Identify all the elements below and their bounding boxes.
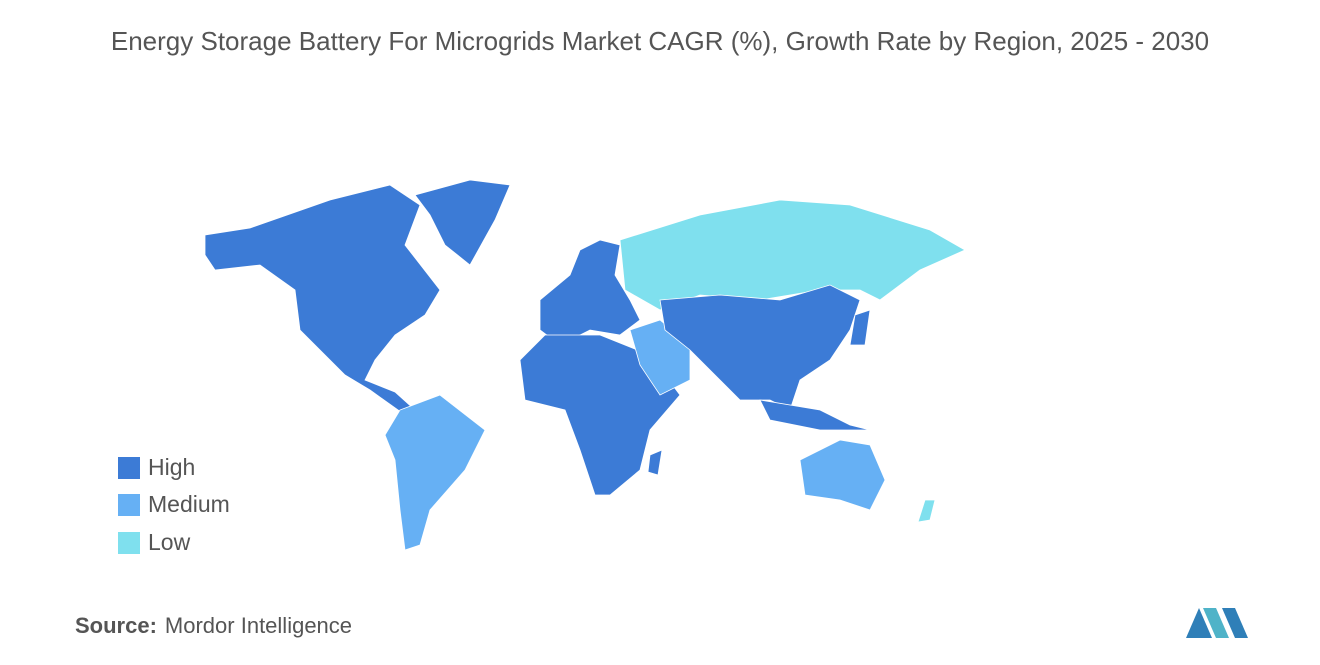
region <box>849 309 871 346</box>
legend-swatch <box>118 456 140 479</box>
region <box>204 184 441 416</box>
legend-label: Medium <box>148 491 230 517</box>
logo <box>1186 608 1248 638</box>
source: Source: Mordor Intelligence <box>75 613 352 639</box>
legend-item: Low <box>118 529 190 556</box>
region <box>414 179 511 266</box>
region <box>619 199 966 311</box>
region <box>917 499 936 523</box>
legend-label: Low <box>148 529 191 555</box>
legend-label: High <box>148 454 196 480</box>
region <box>384 394 486 551</box>
chart-title: Energy Storage Battery For Microgrids Ma… <box>110 26 1210 56</box>
legend-swatch <box>118 531 140 554</box>
region <box>647 449 663 476</box>
legend-item: High <box>118 454 195 481</box>
source-label: Source: <box>75 613 157 638</box>
region <box>659 284 861 411</box>
region <box>629 319 691 396</box>
region <box>519 334 681 496</box>
legend-swatch <box>118 493 140 516</box>
legend-item: Medium <box>118 491 230 518</box>
region <box>759 399 871 431</box>
source-text: Mordor Intelligence <box>164 613 353 638</box>
region <box>799 439 886 511</box>
